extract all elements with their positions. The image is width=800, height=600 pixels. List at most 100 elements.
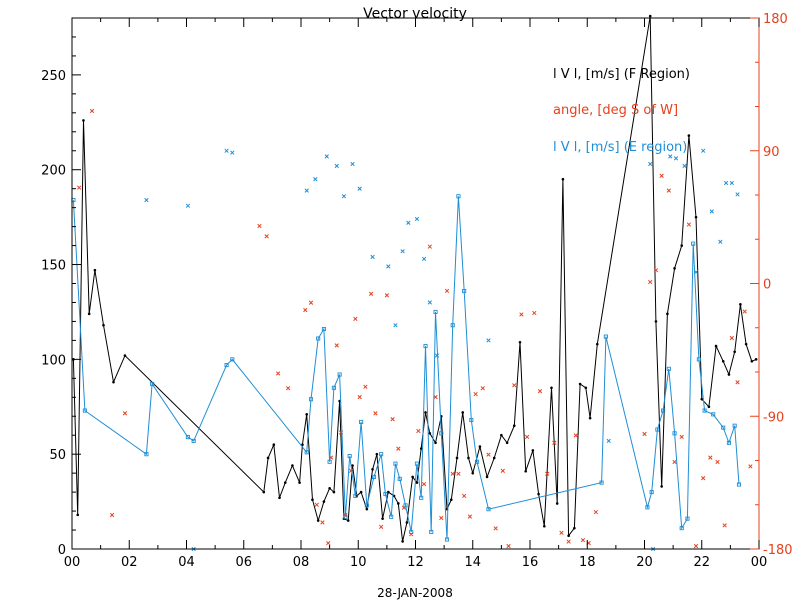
data-point [573,526,576,530]
data-point [373,411,378,416]
data-point [532,310,537,316]
data-point [311,498,314,501]
data-point [370,254,375,260]
x-tick-label: 00 [64,555,81,570]
data-point [722,523,727,528]
data-point [334,163,339,169]
data-point [462,289,467,294]
data-point [642,431,647,437]
data-point [424,411,427,414]
data-point [588,416,592,420]
data-point [645,505,650,510]
data-point [428,432,432,435]
data-point [144,197,149,203]
data-point [109,512,115,518]
data-point [82,408,87,413]
data-point [701,148,706,153]
data-point [87,312,91,316]
data-point [471,471,475,475]
data-point [721,425,726,430]
data-point [672,431,677,436]
x-tick-label: 18 [579,555,596,570]
data-point [660,485,663,488]
data-point [401,540,404,543]
data-point [721,359,725,363]
data-point [363,384,368,389]
data-point [400,249,405,254]
data-point [742,309,747,314]
data-point [603,334,608,339]
x-tick-label: 16 [522,555,539,570]
data-point [334,343,339,348]
data-point [383,491,388,497]
data-point [680,244,684,247]
data-point [580,537,586,543]
data-point [505,441,509,445]
data-point [559,530,564,535]
data-point [715,459,720,465]
data-point [337,372,342,377]
data-point [566,539,571,544]
data-point [450,471,455,476]
data-point [257,223,262,229]
data-point [439,431,444,436]
x-tick-label: 00 [751,555,768,570]
data-point [341,194,347,199]
data-point [485,475,489,479]
data-point [359,490,363,494]
data-point [467,514,473,519]
data-point [434,441,437,445]
series-3 [144,148,740,552]
data-point [305,413,309,416]
data-point [739,303,742,306]
plot-frame [71,17,760,550]
data-point [512,383,517,388]
data-point [224,362,229,368]
data-point [347,454,352,459]
data-point [729,335,734,341]
data-point [648,279,653,285]
data-point [545,471,550,476]
data-point [550,386,553,390]
data-point [655,427,660,432]
data-point [686,222,692,227]
data-point [76,513,80,517]
data-point [144,452,149,457]
series-line [72,16,757,542]
data-point [403,503,408,508]
data-point [732,423,737,428]
data-point [387,490,390,494]
data-point [427,300,432,305]
y-left-tick-label: 100 [41,353,66,368]
data-point [648,161,653,167]
data-point [304,188,309,193]
data-point [687,134,691,137]
data-point [480,386,485,391]
data-point [262,490,266,494]
data-point [386,264,391,269]
data-point [278,496,281,500]
data-point [102,323,105,327]
data-point [648,14,652,18]
data-point [379,452,384,457]
data-point [439,515,444,521]
x-tick-label: 22 [693,555,710,570]
data-point [414,461,419,466]
x-tick-label: 06 [235,555,252,570]
data-point [427,244,432,249]
data-point [649,490,654,495]
data-point [519,312,524,317]
data-point [707,405,711,409]
data-point [123,354,127,357]
data-point [264,234,269,239]
legend-f-region: l V l, [m/s] (F Region) [553,67,690,82]
y-left-tick-label: 0 [58,543,66,558]
data-point [314,502,319,507]
data-point [673,267,676,270]
axes-layer: 00 02 04 06 08 10 12 14 16 18 20 22 0005010015020025… [41,12,792,570]
data-point [754,358,758,361]
data-point [456,471,461,476]
data-point [685,516,690,521]
data-point [331,385,336,390]
data-point [736,482,742,487]
